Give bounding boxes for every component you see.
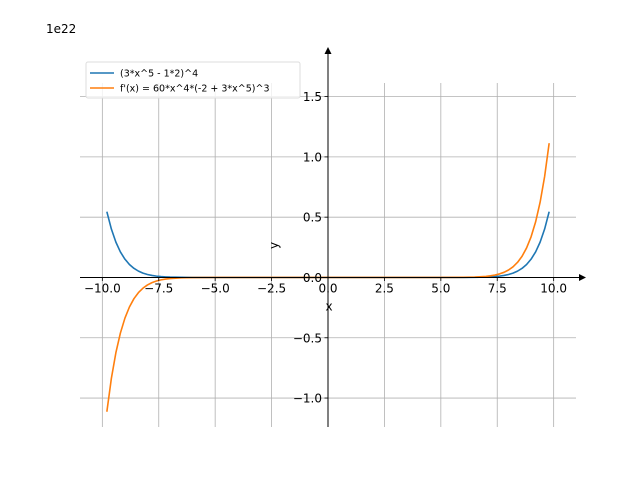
x-tick-label: −10.0 bbox=[84, 281, 121, 295]
tick-labels: −10.0 −7.5 −5.0 −2.5 0.0 2.5 5.0 7.5 10.0 −1.0 −0.… bbox=[84, 90, 567, 405]
y-tick-label: 0.5 bbox=[303, 211, 322, 225]
y-axis-label: y bbox=[267, 242, 281, 249]
x-axis-arrow bbox=[579, 273, 586, 281]
legend-label-1: (3*x^5 - 1*2)^4 bbox=[120, 69, 198, 80]
axes bbox=[80, 47, 586, 427]
y-tick-label: 1.5 bbox=[303, 90, 322, 104]
y-tick-label: 0.0 bbox=[303, 271, 322, 285]
x-tick-label: 10.0 bbox=[540, 281, 567, 295]
x-axis-label: x bbox=[325, 299, 332, 313]
x-tick-label: 7.5 bbox=[488, 281, 507, 295]
legend-frame bbox=[85, 61, 301, 99]
y-axis-arrow bbox=[324, 47, 332, 54]
x-tick-label: −2.5 bbox=[257, 281, 286, 295]
legend-label-2: f'(x) = 60*x^4*(-2 + 3*x^5)^3 bbox=[120, 84, 270, 95]
y-tick-label: 1.0 bbox=[303, 150, 322, 164]
y-tick-label: −0.5 bbox=[293, 331, 322, 345]
y-tick-label: −1.0 bbox=[293, 392, 322, 406]
x-tick-label: 2.5 bbox=[375, 281, 394, 295]
y-offset-label: 1e22 bbox=[46, 22, 76, 36]
x-tick-label: −5.0 bbox=[201, 281, 230, 295]
legend: (3*x^5 - 1*2)^4 f'(x) = 60*x^4*(-2 + 3*x^… bbox=[85, 61, 301, 99]
x-tick-label: 0.0 bbox=[318, 281, 337, 295]
legend-items: (3*x^5 - 1*2)^4 f'(x) = 60*x^4*(-2 + 3*x^… bbox=[90, 69, 270, 95]
x-tick-label: 5.0 bbox=[431, 281, 450, 295]
x-tick-label: −7.5 bbox=[144, 281, 173, 295]
